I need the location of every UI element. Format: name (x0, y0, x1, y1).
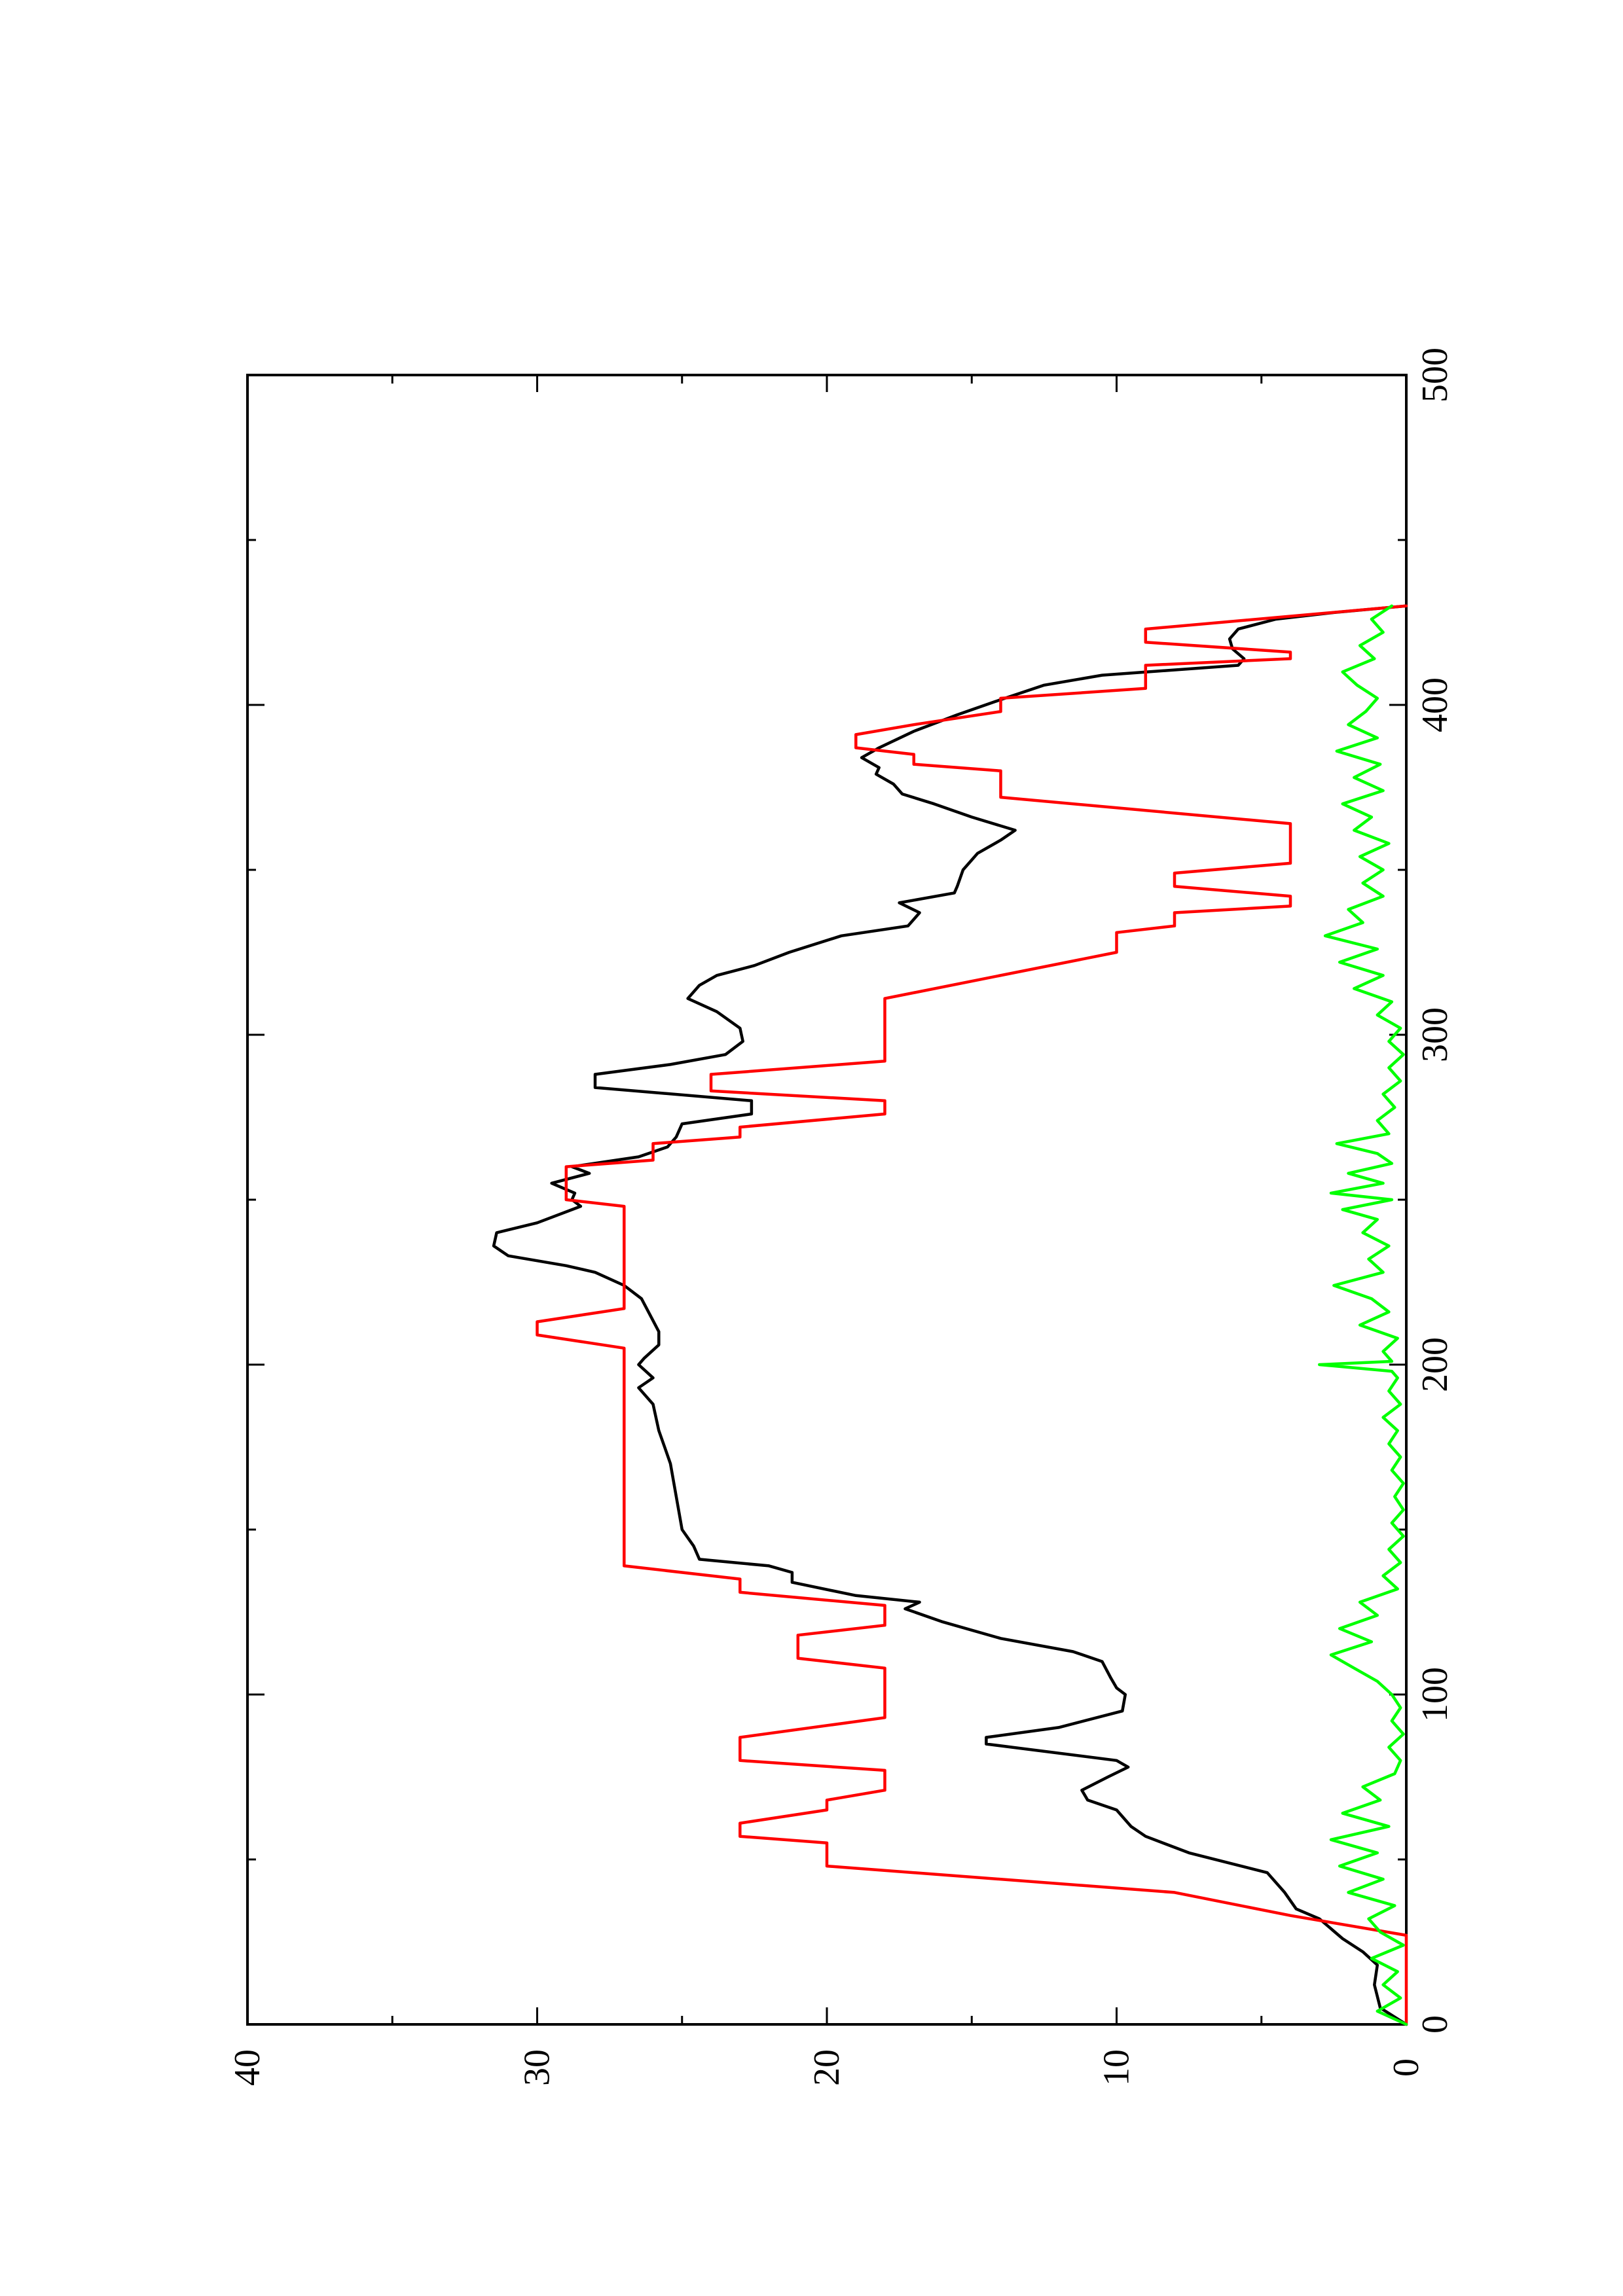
series-line-3 (1318, 604, 1408, 2026)
x-tick-label: 300 (1415, 1007, 1455, 1062)
y-tick-label: 30 (517, 2049, 558, 2086)
y-tick-label: 10 (1097, 2049, 1137, 2086)
axis-ticks (246, 374, 1408, 2026)
x-tick-label: 0 (1415, 2015, 1455, 2034)
y-tick-label: 40 (227, 2049, 268, 2086)
x-tick-label: 500 (1415, 348, 1455, 403)
series-layer (492, 604, 1408, 2026)
series-line-2 (536, 604, 1408, 2026)
x-tick-label: 100 (1415, 1667, 1455, 1722)
tick-labels: 0 100 200 300 400 500 0 10 20 30 40 (227, 348, 1455, 2086)
x-tick-label: 400 (1415, 677, 1455, 732)
series-line-1 (492, 604, 1408, 2026)
y-tick-label: 0 (1386, 2058, 1427, 2077)
y-tick-label: 20 (807, 2049, 847, 2086)
x-tick-label: 200 (1415, 1337, 1455, 1392)
